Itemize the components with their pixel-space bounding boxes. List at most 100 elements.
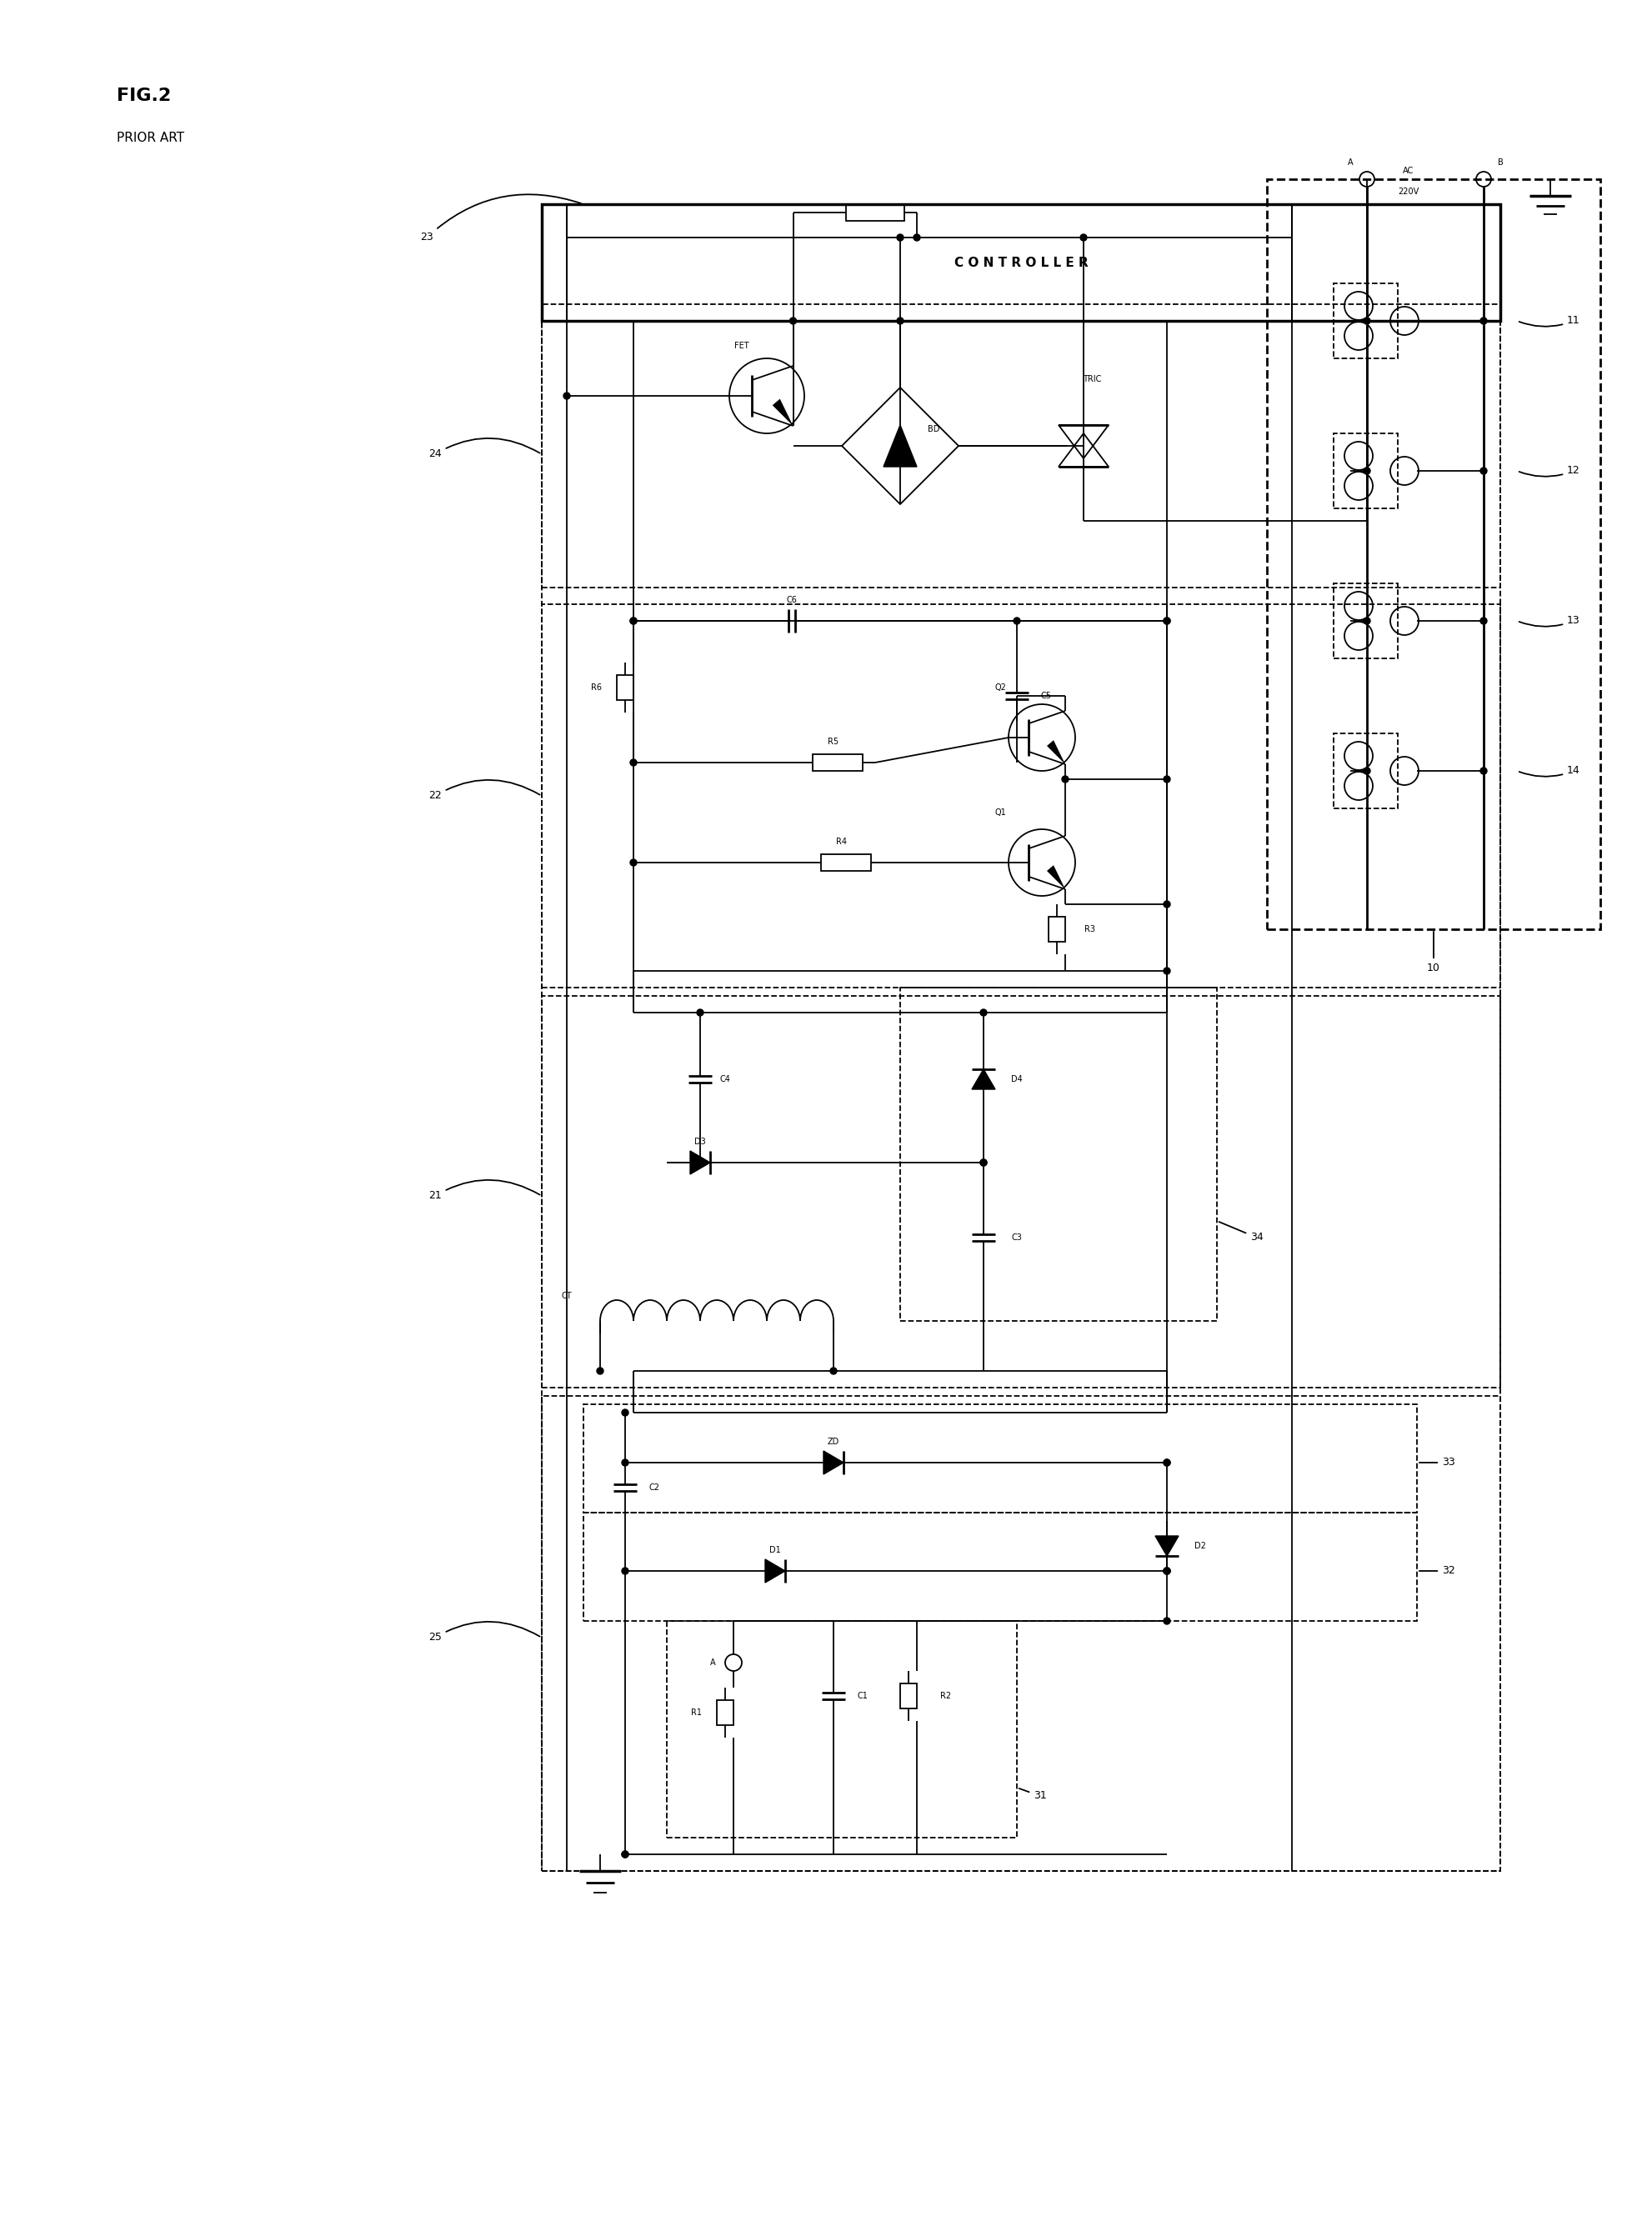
Circle shape xyxy=(596,1368,603,1375)
Text: R3: R3 xyxy=(1085,926,1095,933)
Bar xyxy=(542,320,1500,589)
Text: 13: 13 xyxy=(1520,615,1579,626)
Circle shape xyxy=(1480,318,1487,324)
Text: 32: 32 xyxy=(1419,1566,1455,1577)
Text: BD: BD xyxy=(927,424,940,433)
Bar xyxy=(542,995,1500,1388)
Circle shape xyxy=(790,318,796,324)
Text: R2: R2 xyxy=(940,1692,952,1699)
Text: Q1: Q1 xyxy=(995,808,1006,817)
Bar xyxy=(542,1397,1500,1870)
Bar xyxy=(1333,433,1398,509)
Circle shape xyxy=(563,393,570,400)
Text: R1: R1 xyxy=(691,1708,702,1717)
Text: FIG.2: FIG.2 xyxy=(117,87,172,104)
Text: C4: C4 xyxy=(720,1075,730,1084)
Bar xyxy=(583,1513,1417,1621)
Text: 14: 14 xyxy=(1520,766,1579,777)
Circle shape xyxy=(1480,617,1487,624)
Circle shape xyxy=(1163,968,1170,975)
Circle shape xyxy=(1363,617,1370,624)
Bar xyxy=(846,204,904,220)
Text: A: A xyxy=(710,1659,715,1666)
Text: C5: C5 xyxy=(1041,691,1051,700)
Polygon shape xyxy=(1155,1537,1178,1557)
Text: D1: D1 xyxy=(770,1546,781,1555)
Bar xyxy=(1333,733,1398,808)
Circle shape xyxy=(980,1159,986,1166)
Circle shape xyxy=(621,1850,628,1857)
Circle shape xyxy=(1163,1617,1170,1624)
Polygon shape xyxy=(1047,740,1066,764)
Text: 31: 31 xyxy=(1019,1788,1047,1801)
Polygon shape xyxy=(691,1150,710,1175)
Bar xyxy=(542,204,1500,320)
Circle shape xyxy=(897,233,904,240)
Text: D2: D2 xyxy=(1194,1541,1206,1550)
Text: 220V: 220V xyxy=(1398,187,1419,195)
Circle shape xyxy=(1163,775,1170,782)
Circle shape xyxy=(1163,1568,1170,1575)
Circle shape xyxy=(697,1159,704,1166)
Circle shape xyxy=(629,617,636,624)
Text: CT: CT xyxy=(562,1293,572,1299)
Text: ZD: ZD xyxy=(828,1437,839,1446)
Circle shape xyxy=(1363,768,1370,775)
Circle shape xyxy=(914,233,920,240)
Bar xyxy=(667,1621,1018,1837)
Polygon shape xyxy=(773,400,793,426)
Text: C O N T R O L L E R: C O N T R O L L E R xyxy=(955,255,1089,269)
Text: C6: C6 xyxy=(786,595,798,604)
Text: FET: FET xyxy=(735,342,748,351)
Text: PRIOR ART: PRIOR ART xyxy=(117,131,185,144)
Circle shape xyxy=(980,1159,986,1166)
Circle shape xyxy=(1163,617,1170,624)
Bar xyxy=(717,1699,733,1726)
Circle shape xyxy=(1480,768,1487,775)
Text: 12: 12 xyxy=(1520,466,1579,478)
Circle shape xyxy=(1062,775,1069,782)
Circle shape xyxy=(621,1410,628,1417)
Bar xyxy=(813,755,862,771)
Circle shape xyxy=(897,318,904,324)
Text: R6: R6 xyxy=(590,684,601,691)
Text: A: A xyxy=(1348,158,1353,167)
Text: 22: 22 xyxy=(428,780,540,802)
Polygon shape xyxy=(971,1068,995,1088)
Text: 33: 33 xyxy=(1419,1457,1455,1468)
Polygon shape xyxy=(1047,866,1066,888)
Text: C1: C1 xyxy=(857,1692,867,1699)
Polygon shape xyxy=(823,1450,844,1475)
Circle shape xyxy=(629,617,636,624)
Bar xyxy=(583,1404,1417,1513)
Text: R5: R5 xyxy=(828,737,839,746)
Bar xyxy=(542,604,1500,988)
Circle shape xyxy=(831,1368,838,1375)
Text: TRIC: TRIC xyxy=(1082,375,1102,384)
Bar xyxy=(821,855,871,871)
Text: R4: R4 xyxy=(836,837,847,846)
Text: B: B xyxy=(1497,158,1503,167)
Text: D4: D4 xyxy=(1011,1075,1023,1084)
Circle shape xyxy=(1163,1459,1170,1466)
Circle shape xyxy=(621,1459,628,1466)
Bar xyxy=(1049,917,1066,942)
Text: C3: C3 xyxy=(1011,1233,1023,1242)
Bar xyxy=(900,1684,917,1708)
Text: 24: 24 xyxy=(428,438,540,460)
Text: 25: 25 xyxy=(428,1621,540,1644)
Polygon shape xyxy=(884,424,917,466)
Circle shape xyxy=(621,1568,628,1575)
Circle shape xyxy=(1163,1568,1170,1575)
Circle shape xyxy=(1014,617,1021,624)
Bar xyxy=(1267,180,1601,928)
Circle shape xyxy=(1163,902,1170,908)
Polygon shape xyxy=(765,1559,785,1584)
Bar xyxy=(1333,584,1398,657)
Circle shape xyxy=(1080,233,1087,240)
Bar xyxy=(616,675,633,700)
Circle shape xyxy=(697,1008,704,1015)
Bar xyxy=(900,988,1218,1321)
Text: D3: D3 xyxy=(694,1137,705,1146)
Circle shape xyxy=(629,760,636,766)
